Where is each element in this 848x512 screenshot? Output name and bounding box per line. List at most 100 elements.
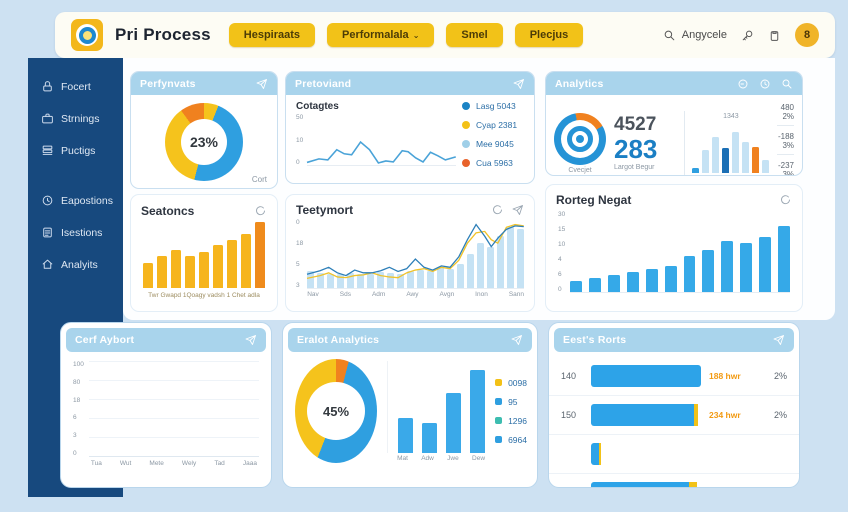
bar [742, 141, 750, 173]
send-icon[interactable] [512, 204, 524, 216]
briefcase-icon [41, 112, 54, 125]
y-tick: 30 [558, 211, 566, 218]
sidebar-item-strnings[interactable]: Strnings [41, 112, 123, 125]
report-value: 188 hwr [709, 371, 741, 381]
y-tick: 0 [73, 449, 77, 457]
y-tick: 4 [558, 256, 562, 263]
treatment-combo-chart [307, 219, 524, 289]
sidebar-item-analyits[interactable]: Analyits [41, 258, 123, 271]
gauge-icon[interactable] [737, 78, 749, 90]
send-icon[interactable] [245, 334, 257, 346]
bar [762, 160, 770, 173]
x-tick: Wut [119, 460, 132, 467]
bar [516, 229, 524, 288]
nav-button-1[interactable]: Hespiraats [228, 23, 316, 47]
nav-button-4[interactable]: Plecjus [514, 23, 584, 47]
bar [732, 132, 740, 173]
app-logo-icon[interactable] [71, 19, 103, 51]
report-row[interactable]: 140 188 hwr 2% [549, 357, 799, 396]
x-tick: Mat [397, 454, 408, 462]
send-icon[interactable] [511, 334, 523, 346]
y-tick: 3 [296, 282, 300, 289]
card-cost-title: Cerf Aybort [75, 334, 135, 346]
y-tick: 80 [73, 378, 81, 386]
search-input[interactable]: Angycele [663, 29, 727, 42]
sidebar-item-eapostions[interactable]: Eapostions [41, 194, 123, 207]
analytics-mini-bar-chart [692, 121, 770, 173]
sidebar-item-label: Isestions [61, 226, 103, 239]
bar [496, 236, 504, 288]
card-cost: Cerf Aybort 100 80 18 6 3 0 Tua Wut Mete Wely Tad… [60, 322, 272, 488]
y-tick: 6 [73, 414, 77, 422]
bar [417, 270, 425, 288]
layers-icon [41, 144, 54, 157]
send-icon[interactable] [773, 334, 785, 346]
refresh-icon[interactable] [255, 205, 267, 217]
nav-button-3[interactable]: Smel [446, 23, 503, 47]
report-bar [591, 482, 701, 487]
clock-icon [41, 194, 54, 207]
x-tick: Jaaa [242, 460, 257, 467]
send-icon[interactable] [256, 78, 268, 90]
y-tick: 0 [296, 159, 300, 166]
x-tick: Adw [421, 454, 434, 462]
x-tick: Inon [475, 291, 488, 298]
bar [752, 147, 760, 173]
send-icon[interactable] [513, 78, 525, 90]
bar [664, 266, 677, 292]
legend-swatch [462, 102, 470, 110]
color-bar-chart [387, 360, 486, 453]
bar [317, 272, 325, 288]
legend-label: Cyap 2381 [476, 120, 518, 130]
top-bar: Pri Process Hespiraats Performalala ⌄ Sme… [55, 12, 835, 58]
search-placeholder: Angycele [681, 29, 727, 41]
donut-corner-label: Cort [251, 175, 267, 184]
x-tick: Sann [508, 291, 524, 298]
x-tick: Tad [214, 460, 225, 467]
bar [397, 273, 405, 288]
sidebar-item-isestions[interactable]: Isestions [41, 226, 123, 239]
card-reports: Eest's Rorts 140 188 hwr 2% 150 234 hwr 2% 120… [548, 322, 800, 488]
nav-button-2[interactable]: Performalala ⌄ [327, 23, 435, 47]
sidebar-item-focert[interactable]: Focert [41, 80, 123, 93]
bar [387, 272, 395, 288]
legend-label: Cua 5963 [476, 158, 513, 168]
search-icon[interactable] [781, 78, 793, 90]
legend-swatch [462, 121, 470, 129]
refresh-icon[interactable] [492, 204, 504, 216]
sidebar-item-label: Eapostions [61, 194, 113, 207]
legend-item: 6964 [495, 435, 527, 445]
user-avatar[interactable]: 8 [795, 23, 819, 47]
y-tick: 10 [558, 241, 566, 248]
trend-legend: Lasg 5043 Cyap 2381 Mee 9045 Cua 5963 [462, 101, 526, 168]
analytics-stat: -237 3% [777, 161, 794, 176]
clock-icon[interactable] [759, 78, 771, 90]
clipboard-icon[interactable] [768, 29, 781, 42]
legend-item: Lasg 5043 [462, 101, 526, 111]
sidebar-item-label: Puctigs [61, 144, 96, 157]
analytics-gauge [554, 112, 606, 165]
card-seasons-title: Seatoncs [141, 204, 195, 218]
sidebar-item-puctigs[interactable]: Puctigs [41, 144, 123, 157]
bar [347, 272, 355, 288]
report-row[interactable]: 150 234 hwr 2% [549, 396, 799, 435]
analytics-stat: -188 3% [777, 132, 794, 155]
bar [437, 267, 445, 288]
bar [645, 269, 658, 292]
x-tick: Wely [181, 460, 197, 467]
bar [213, 245, 223, 288]
refresh-icon[interactable] [780, 194, 792, 206]
y-tick: 18 [73, 396, 81, 404]
color-legend: 0098 95 1296 6964 [495, 378, 527, 445]
key-icon[interactable] [741, 29, 754, 42]
legend-swatch [462, 159, 470, 167]
bar [486, 246, 494, 288]
bar [722, 148, 730, 173]
bar [740, 243, 753, 292]
y-tick: 50 [296, 114, 304, 121]
legend-label: 6964 [508, 434, 527, 445]
seasons-caption: Twr Gwapd 1Qoagy vadsh 1 Chet adla [148, 292, 260, 299]
report-row[interactable] [549, 435, 799, 474]
search-icon[interactable] [663, 29, 676, 42]
